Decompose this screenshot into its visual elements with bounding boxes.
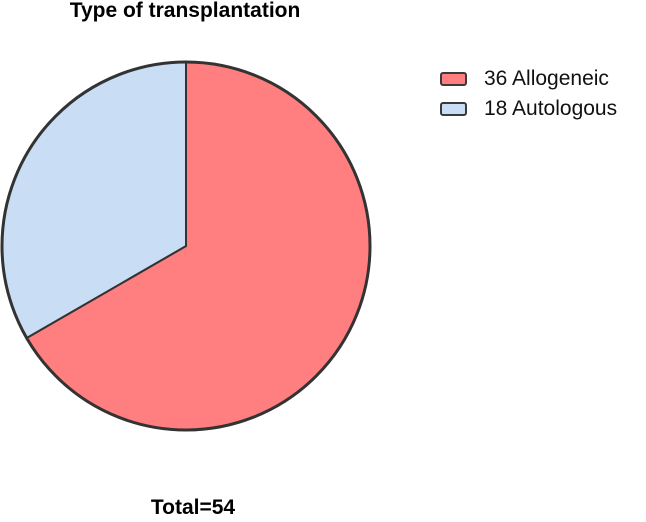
legend-swatch-allogeneic <box>440 72 467 86</box>
legend-label-allogeneic: 36 Allogeneic <box>484 67 609 90</box>
chart-total: Total=54 <box>150 496 236 519</box>
legend-label-autologous: 18 Autologous <box>484 97 618 120</box>
legend-swatch-autologous <box>440 102 467 116</box>
pie-chart <box>0 60 372 432</box>
pie-outline <box>0 60 372 432</box>
legend-item-allogeneic: 36 Allogeneic <box>440 64 617 94</box>
legend: 36 Allogeneic 18 Autologous <box>440 64 617 124</box>
legend-item-autologous: 18 Autologous <box>440 94 617 124</box>
chart-title: Type of transplantation <box>69 0 301 22</box>
